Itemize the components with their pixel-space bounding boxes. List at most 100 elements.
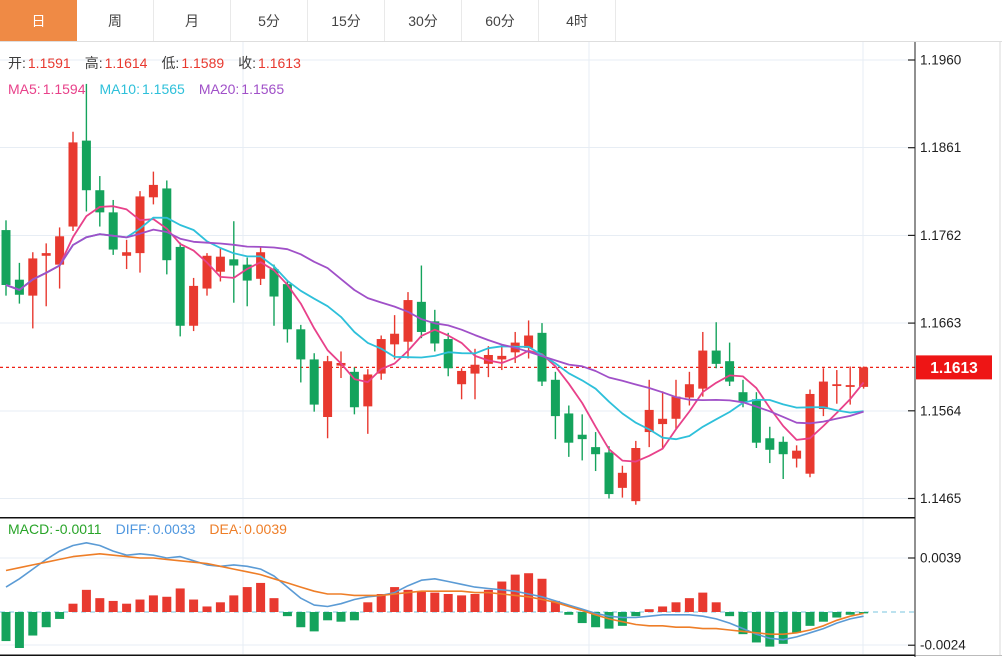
candle [122, 252, 132, 256]
candle [524, 335, 534, 348]
candle [457, 370, 467, 385]
candle [591, 447, 601, 455]
interval-tabbar: 日周月 5分 15分 30分 60分 4时 [0, 0, 1002, 42]
macd-bar [617, 612, 627, 626]
tab-month[interactable]: 月 [154, 0, 231, 41]
panel-separator [0, 517, 915, 519]
candle [189, 285, 199, 326]
macd-bar [162, 596, 172, 612]
tab-15min[interactable]: 15分 [308, 0, 385, 41]
candle [497, 355, 507, 360]
candle [135, 196, 145, 254]
candle [483, 354, 493, 364]
macd-bar [497, 581, 507, 612]
legend-label: MACD: [8, 521, 54, 537]
legend-value: 0.0033 [152, 521, 196, 537]
macd-bar [14, 612, 24, 648]
ohlc-legend: 开: 1.1591 高: 1.1614 低: 1.1589 收: 1.1613 [8, 53, 315, 73]
price-axis-label: 1.1861 [920, 140, 961, 155]
candle [738, 392, 748, 402]
legend-label: 开: [8, 55, 26, 71]
tab-60min[interactable]: 60分 [462, 0, 539, 41]
candle [349, 371, 359, 408]
candle [403, 300, 413, 342]
candle [792, 450, 802, 459]
macd-bar [751, 612, 761, 643]
macd-chart[interactable]: 0.0039 -0.0024 [0, 517, 1002, 660]
macd-bar [349, 612, 359, 621]
macd-bar [524, 573, 534, 612]
tab-day[interactable]: 日 [0, 0, 77, 41]
macd-axis-label: -0.0024 [920, 638, 966, 653]
candle [376, 339, 386, 374]
macd-bar [631, 612, 641, 617]
macd-bar [684, 598, 694, 612]
candle [416, 301, 426, 332]
macd-bar [832, 612, 842, 618]
price-axis-label: 1.1762 [920, 228, 961, 243]
macd-bar [1, 612, 11, 642]
macd-bar [711, 602, 721, 612]
macd-bar [564, 612, 574, 615]
candle [711, 350, 721, 364]
price-axis-label: 1.1465 [920, 491, 961, 506]
macd-bar [591, 612, 601, 628]
candle [698, 350, 708, 389]
macd-bar [122, 603, 132, 612]
macd-bar [416, 591, 426, 612]
macd-bar [738, 612, 748, 635]
candle [269, 269, 279, 297]
legend-label: 高: [84, 55, 103, 71]
macd-bar [242, 587, 252, 612]
ma10-line [5, 216, 864, 441]
candle [765, 438, 775, 450]
macd-bar [175, 588, 185, 612]
candle [550, 379, 560, 417]
macd-bar [229, 595, 239, 612]
macd-bar [644, 609, 654, 612]
macd-bar [470, 594, 480, 612]
macd-bar [604, 612, 614, 629]
legend-value: 1.1591 [27, 55, 71, 71]
candlestick-chart[interactable]: 1.1960 1.1861 1.1762 1.1663 1.1564 1.1465 1.16… [0, 42, 1002, 517]
candle [81, 140, 91, 191]
candle [644, 409, 654, 433]
candle [162, 188, 172, 261]
candle [256, 252, 266, 279]
macd-bar [792, 612, 802, 633]
macd-bar [483, 589, 493, 612]
macd-bar [55, 612, 65, 619]
candle [1, 230, 11, 286]
candle [282, 284, 292, 330]
tab-week[interactable]: 周 [77, 0, 154, 41]
macd-bar [202, 606, 212, 612]
candle [41, 253, 51, 256]
candle [631, 448, 641, 502]
ma20-line [5, 228, 864, 425]
macd-bar [403, 589, 413, 612]
candle [751, 399, 761, 443]
bottom-border [0, 654, 915, 656]
macd-bar [765, 612, 775, 647]
candle [55, 236, 65, 265]
macd-bar [457, 595, 467, 612]
candle [430, 321, 440, 344]
macd-bar [108, 600, 118, 612]
tab-4hour[interactable]: 4时 [539, 0, 616, 41]
legend-label: 低: [161, 55, 180, 71]
macd-bar [269, 598, 279, 612]
candle [671, 396, 681, 419]
candle [684, 384, 694, 398]
macd-legend: MACD: -0.0011 DIFF: 0.0033 DEA: 0.0039 [8, 521, 301, 537]
candle [215, 256, 225, 272]
ma-legend: MA5: 1.1594 MA10: 1.1565 MA20: 1.1565 [8, 81, 298, 97]
tab-5min[interactable]: 5分 [231, 0, 308, 41]
candle [818, 381, 828, 410]
candle [805, 393, 815, 474]
macd-bar [845, 612, 855, 615]
candle [309, 359, 319, 405]
legend-value: -0.0011 [55, 521, 102, 537]
legend-value: 1.1613 [258, 55, 301, 71]
tab-30min[interactable]: 30分 [385, 0, 462, 41]
